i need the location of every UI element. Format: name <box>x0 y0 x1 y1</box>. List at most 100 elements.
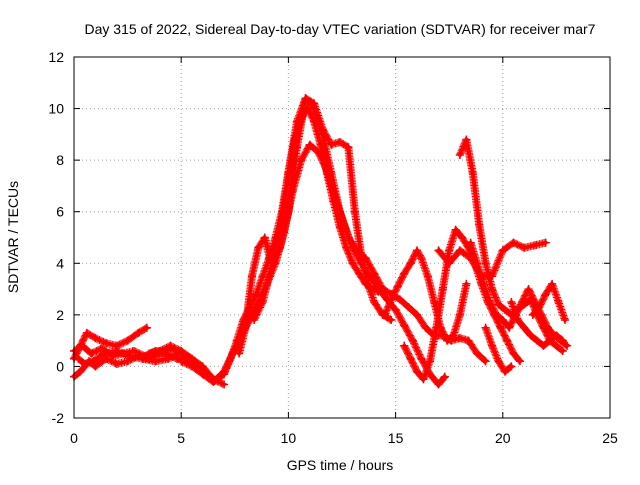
data-point <box>164 354 173 363</box>
data-point <box>413 310 421 319</box>
data-point <box>413 246 421 255</box>
data-point <box>537 310 546 319</box>
data-point <box>462 135 471 144</box>
data-point <box>370 298 379 306</box>
series-arc-i <box>380 246 471 345</box>
data-point <box>494 300 503 309</box>
data-point <box>408 336 417 345</box>
data-point <box>449 331 458 340</box>
data-point <box>357 251 366 260</box>
data-point <box>393 282 402 291</box>
data-point <box>509 349 518 358</box>
y-tick-label: 4 <box>56 255 64 271</box>
data-point <box>123 336 132 345</box>
data-point <box>507 362 516 371</box>
data-point <box>387 295 396 304</box>
data-point <box>561 316 569 324</box>
data-point <box>543 323 552 332</box>
data-point <box>400 269 409 278</box>
data-point <box>235 349 244 358</box>
data-point <box>541 290 550 299</box>
data-point <box>76 341 85 350</box>
data-point <box>102 354 111 363</box>
data-point <box>248 272 256 281</box>
data-point <box>89 357 98 366</box>
ticks: 0 5 10 15 20 25 -2 0 2 4 6 8 10 12 <box>48 49 618 446</box>
data-point <box>220 380 229 389</box>
data-point <box>434 380 443 389</box>
data-point <box>76 367 85 376</box>
x-tick-label: 5 <box>177 430 185 446</box>
series-arc-j <box>400 225 524 384</box>
data-point <box>440 372 449 381</box>
data-point <box>513 316 522 324</box>
series-markers <box>235 94 490 366</box>
data-point <box>455 246 464 255</box>
data-point <box>552 341 561 350</box>
data-point <box>500 305 509 314</box>
data-point <box>82 328 91 337</box>
data-point <box>466 254 475 263</box>
data-point <box>434 246 443 255</box>
data-point <box>481 357 490 366</box>
data-point <box>417 254 426 263</box>
data-point <box>455 334 464 343</box>
series-arc-g <box>235 94 490 366</box>
data-point <box>488 341 497 350</box>
data-point <box>406 354 415 363</box>
data-point <box>123 357 132 366</box>
series-arc-o <box>528 279 569 324</box>
data-point <box>378 285 387 294</box>
data-point <box>475 220 484 229</box>
data-points <box>70 94 572 389</box>
data-point <box>505 323 514 332</box>
data-point <box>125 352 134 361</box>
y-tick-label: 10 <box>48 101 64 117</box>
data-point <box>344 143 353 152</box>
data-point <box>187 362 196 371</box>
data-point <box>87 349 96 358</box>
data-point <box>284 169 293 177</box>
series-arc-h <box>250 94 396 324</box>
data-point <box>554 298 563 306</box>
data-point <box>498 316 507 324</box>
data-point <box>301 94 310 103</box>
data-point <box>445 246 454 255</box>
data-point <box>209 377 218 386</box>
data-point <box>520 323 529 332</box>
y-tick-label: 12 <box>48 49 64 65</box>
data-point <box>481 323 490 332</box>
data-point <box>462 279 471 288</box>
chart-title: Day 315 of 2022, Sidereal Day-to-day VTE… <box>85 21 596 37</box>
data-point <box>370 269 379 278</box>
data-point <box>404 303 413 312</box>
plot-frame <box>73 56 611 419</box>
data-point <box>166 341 175 350</box>
data-point <box>327 169 336 177</box>
data-point <box>220 367 229 376</box>
data-point <box>520 243 529 252</box>
data-point <box>481 259 490 268</box>
data-point <box>430 298 439 306</box>
y-axis-label: SDTVAR / TECUs <box>5 181 21 293</box>
data-point <box>488 272 497 281</box>
data-point <box>406 259 415 268</box>
data-point <box>485 298 494 306</box>
data-point <box>445 259 454 268</box>
y-tick-label: -2 <box>52 410 65 426</box>
data-point <box>155 347 164 355</box>
data-point <box>138 354 147 363</box>
y-tick-label: 2 <box>56 307 64 323</box>
x-tick-label: 10 <box>281 430 297 446</box>
data-point <box>455 151 464 159</box>
data-point <box>473 259 482 268</box>
data-point <box>455 310 464 319</box>
data-point <box>492 310 501 319</box>
data-point <box>387 316 396 324</box>
data-point <box>112 347 121 355</box>
data-point <box>97 344 106 353</box>
data-point <box>327 140 336 149</box>
data-point <box>546 336 554 345</box>
data-point <box>539 341 548 350</box>
data-point <box>552 331 561 340</box>
